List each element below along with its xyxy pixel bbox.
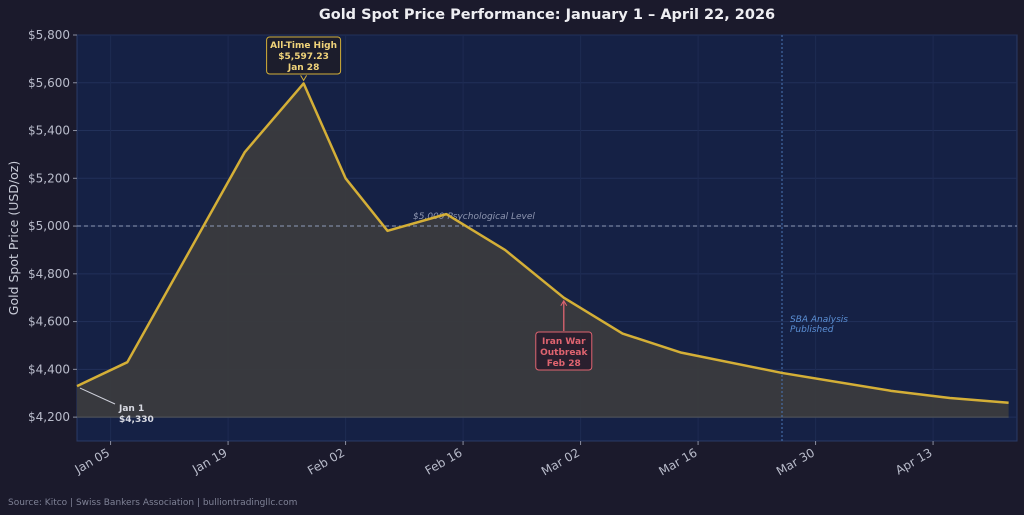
- area-fill: [77, 83, 1009, 418]
- war-label: Iran War: [542, 337, 586, 347]
- ath-label: $5,597.23: [278, 52, 329, 62]
- y-axis-label: Gold Spot Price (USD/oz): [6, 161, 21, 315]
- sba-event-label: SBA Analysis: [790, 315, 848, 325]
- x-tick-label: Jan 05: [72, 445, 112, 476]
- x-tick-label: Apr 13: [893, 445, 935, 477]
- y-tick-label: $5,600: [28, 76, 70, 90]
- start-label: Jan 1: [118, 404, 144, 414]
- x-tick-label: Mar 02: [539, 445, 582, 478]
- war-label: Outbreak: [540, 348, 588, 358]
- start-arrow: [79, 387, 116, 405]
- x-axis-ticks: Jan 05 Jan 19 Feb 02 Feb 16 Mar 02 Mar 16 Mar …: [72, 441, 935, 478]
- ath-label: Jan 28: [287, 63, 320, 73]
- ath-arrow-icon: [300, 75, 308, 82]
- y-tick-label: $4,800: [28, 267, 70, 281]
- x-tick-label: Feb 16: [423, 445, 465, 477]
- y-tick-label: $5,200: [28, 171, 70, 185]
- x-tick-label: Jan 19: [189, 445, 229, 476]
- x-tick-label: Mar 30: [774, 445, 817, 478]
- price-line-group: [76, 82, 1009, 405]
- x-tick-label: Mar 16: [656, 445, 699, 478]
- area-fill-path: [77, 83, 1009, 418]
- ath-box: [266, 36, 342, 75]
- price-line: [76, 82, 1009, 405]
- y-tick-label: $4,600: [28, 315, 70, 329]
- reference-line-group: $5,000 Psychological Level SBA AnalysisPu…: [77, 35, 1017, 441]
- reference-line-label: $5,000 Psychological Level: [413, 212, 535, 222]
- war-label: Feb 28: [547, 359, 581, 369]
- y-tick-label: $5,400: [28, 124, 70, 138]
- war-box: [535, 331, 593, 371]
- ath-label: All-Time High: [270, 41, 337, 51]
- start-label: $4,330: [119, 415, 154, 425]
- y-tick-label: $4,400: [28, 362, 70, 376]
- war-arrowhead-icon: [560, 299, 568, 306]
- y-tick-label: $5,000: [28, 219, 70, 233]
- chart-title: Gold Spot Price Performance: January 1 –…: [319, 7, 775, 23]
- source-note: Source: Kitco | Swiss Bankers Associatio…: [8, 498, 297, 508]
- y-tick-label: $5,800: [28, 28, 70, 42]
- sba-event-label: Published: [790, 325, 834, 335]
- y-axis-ticks: $4,200 $4,400 $4,600 $4,800 $5,000 $5,200 $5,4…: [28, 28, 77, 424]
- y-tick-label: $4,200: [28, 410, 70, 424]
- x-tick-label: Feb 02: [305, 445, 347, 477]
